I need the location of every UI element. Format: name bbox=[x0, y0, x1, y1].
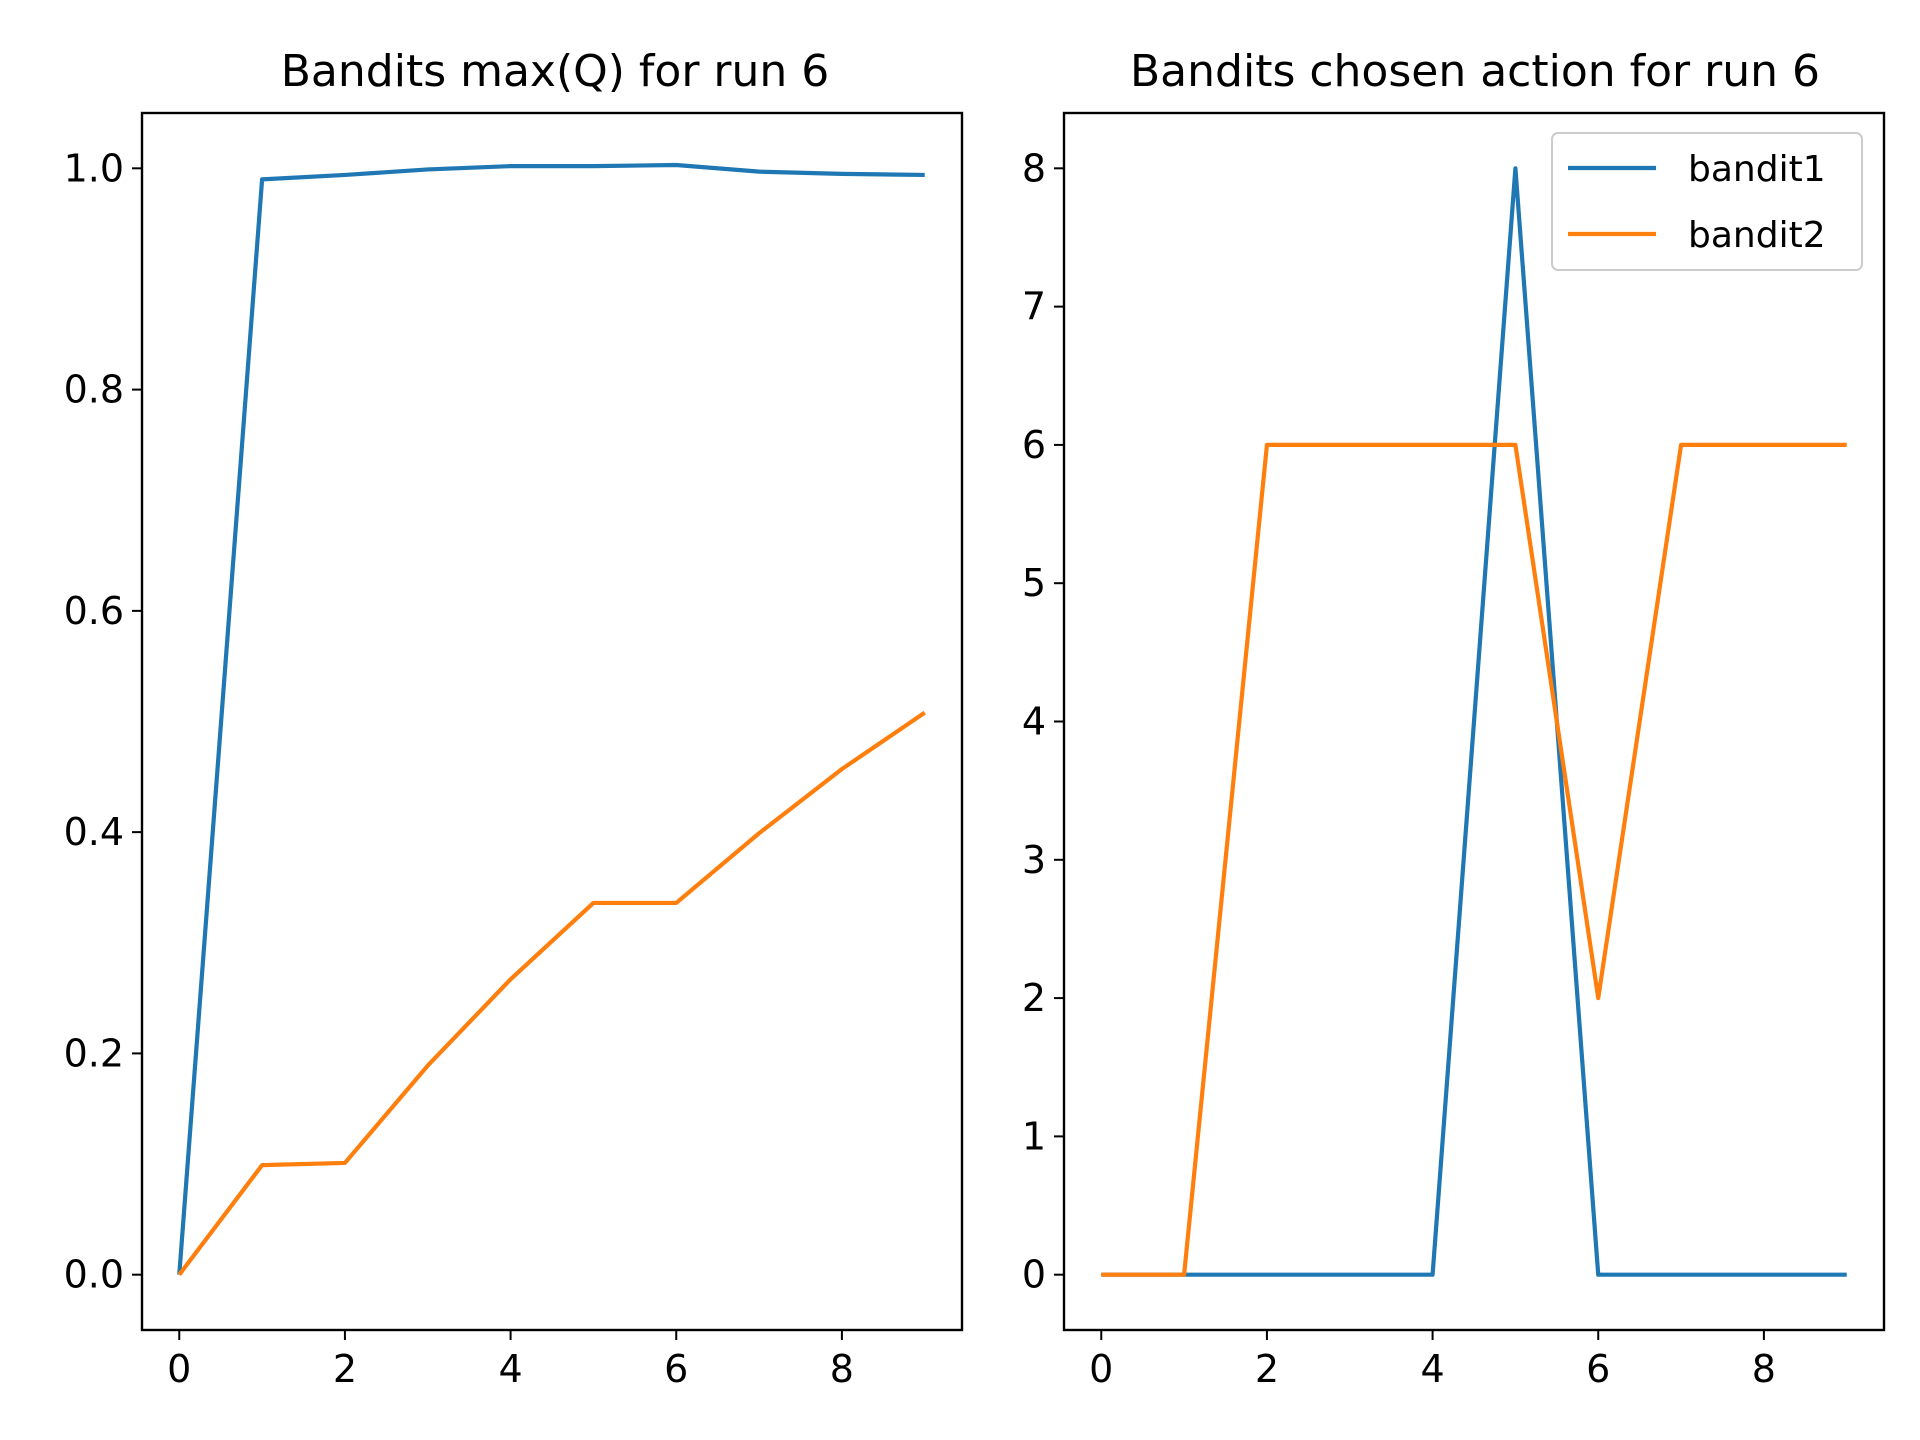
y-tick-label: 1.0 bbox=[64, 146, 124, 190]
chart-title: Bandits max(Q) for run 6 bbox=[281, 46, 830, 97]
plot-frame bbox=[1062, 111, 1886, 1332]
y-tick-label: 0.0 bbox=[64, 1253, 124, 1297]
series-line-bandit1 bbox=[1101, 166, 1847, 1277]
y-tick-label: 0.2 bbox=[64, 1031, 124, 1075]
y-tick-label: 4 bbox=[1022, 700, 1046, 744]
legend-label-bandit1: bandit1 bbox=[1688, 149, 1826, 190]
legend-label-bandit2: bandit2 bbox=[1688, 215, 1826, 256]
chart-title: Bandits chosen action for run 6 bbox=[1130, 46, 1820, 97]
x-tick-label: 0 bbox=[167, 1347, 191, 1391]
series-line-series-1 bbox=[177, 162, 925, 1275]
x-tick-label: 2 bbox=[333, 1347, 357, 1391]
y-tick-label: 1 bbox=[1022, 1114, 1046, 1158]
plot-lines bbox=[1101, 166, 1847, 1277]
x-tick-label: 6 bbox=[1586, 1347, 1610, 1391]
y-tick-label: 0.8 bbox=[64, 368, 124, 412]
y-tick-label: 8 bbox=[1022, 146, 1046, 190]
y-tick-label: 0.6 bbox=[64, 589, 124, 633]
x-tick-label: 4 bbox=[1420, 1347, 1444, 1391]
x-tick-label: 4 bbox=[498, 1347, 522, 1391]
legend: bandit1 bandit2 bbox=[1551, 132, 1863, 271]
series-line-bandit2 bbox=[1101, 442, 1847, 1277]
x-tick-label: 0 bbox=[1089, 1347, 1113, 1391]
x-tick-label: 6 bbox=[664, 1347, 688, 1391]
y-tick-label: 2 bbox=[1022, 976, 1046, 1020]
axis-ticks: 0 2 4 6 8 0.0 0.2 0.4 0.6 0.8 1.0 bbox=[64, 146, 854, 1391]
plot-lines bbox=[177, 162, 926, 1276]
x-tick-label: 8 bbox=[1752, 1347, 1776, 1391]
series-line-series-2 bbox=[177, 710, 926, 1276]
chart-max-q: Bandits max(Q) for run 6 0 2 4 6 80.00.20.40… bbox=[64, 46, 964, 1391]
y-tick-label: 6 bbox=[1022, 423, 1046, 467]
x-tick-label: 2 bbox=[1255, 1347, 1279, 1391]
x-tick-label: 8 bbox=[830, 1347, 854, 1391]
plot-frame bbox=[140, 111, 964, 1332]
chart-chosen-action: Bandits chosen action for run 6 0 2 4 6 8 0 1 2… bbox=[1022, 46, 1886, 1391]
y-tick-label: 7 bbox=[1022, 285, 1046, 329]
axis-ticks: 0 2 4 6 8 0 1 2 3 4 5 6 7 8 bbox=[1022, 146, 1776, 1391]
y-tick-label: 3 bbox=[1022, 838, 1046, 882]
y-tick-label: 0 bbox=[1022, 1253, 1046, 1297]
y-tick-label: 5 bbox=[1022, 561, 1046, 605]
y-tick-label: 0.4 bbox=[64, 810, 124, 854]
